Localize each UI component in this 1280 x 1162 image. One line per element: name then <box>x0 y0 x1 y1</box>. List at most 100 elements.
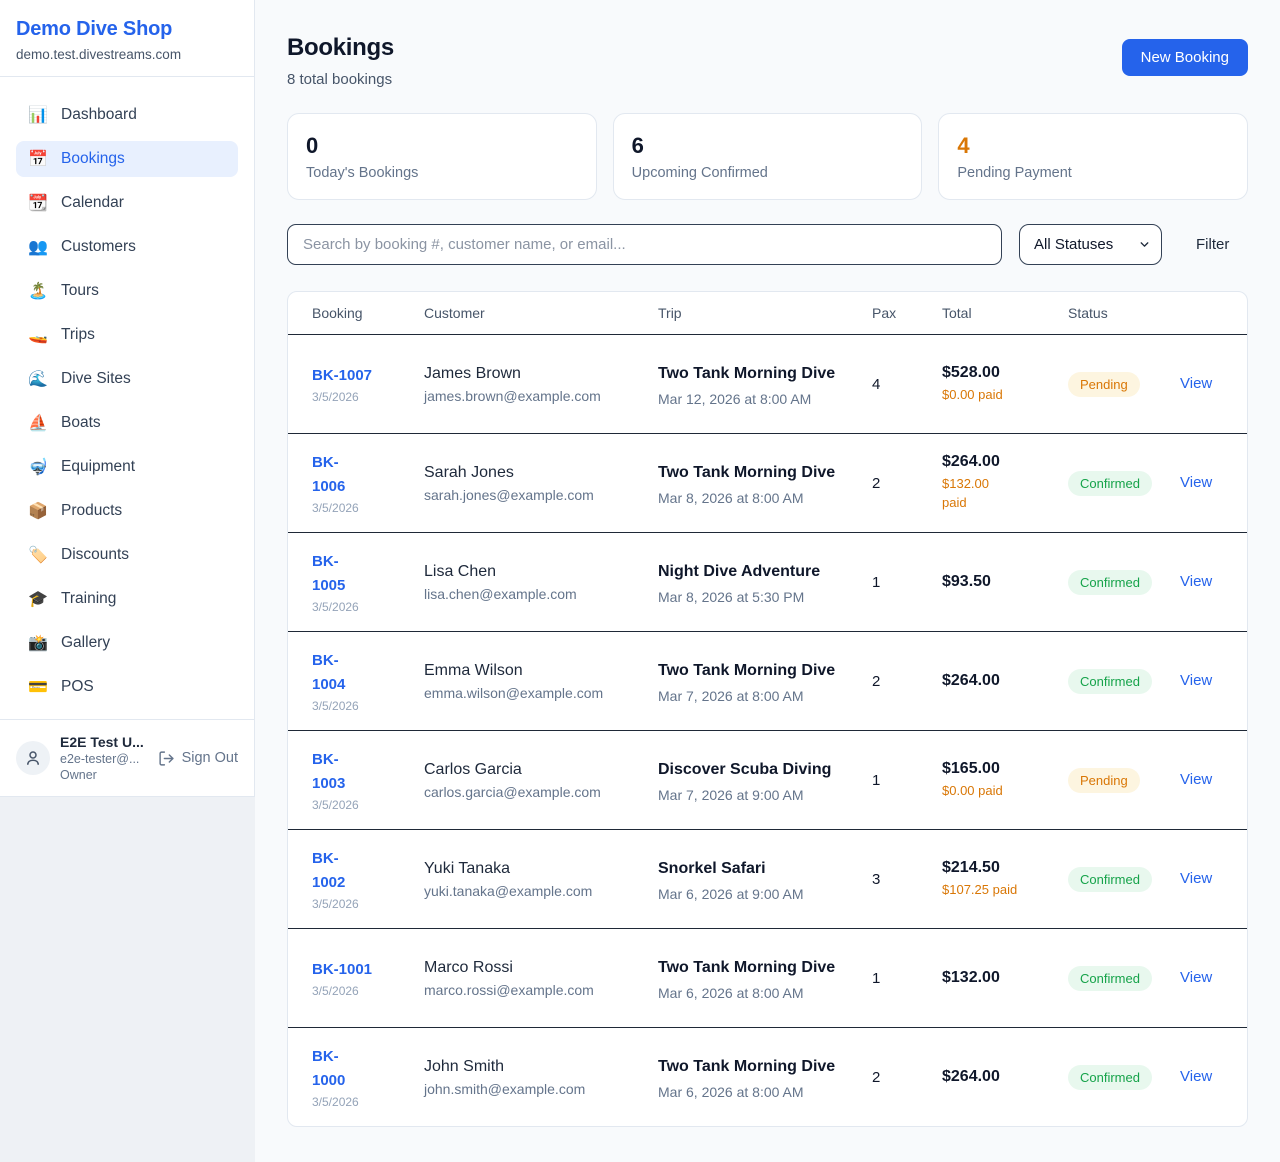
sidebar-item-discounts[interactable]: 🏷️ Discounts <box>16 537 238 573</box>
user-name: E2E Test U... <box>60 734 144 750</box>
view-cell: View <box>1180 771 1223 789</box>
booking-date: 3/5/2026 <box>312 390 359 405</box>
stat-value: 4 <box>957 133 970 158</box>
sidebar-item-trips[interactable]: 🚤 Trips <box>16 317 238 353</box>
sidebar-item-products[interactable]: 📦 Products <box>16 493 238 529</box>
booking-cell: BK-1007 3/5/2026 <box>312 364 424 404</box>
stat-label: Upcoming Confirmed <box>631 165 768 181</box>
sidebar-item-label: Dive Sites <box>61 370 131 387</box>
status-cell: Confirmed <box>1068 965 1180 991</box>
credit-card-icon: 💳 <box>28 679 48 696</box>
customer-email: john.smith@example.com <box>424 1080 586 1097</box>
sidebar-item-boats[interactable]: ⛵ Boats <box>16 405 238 441</box>
total-cell: $528.00 $0.00 paid <box>942 364 1068 405</box>
paid-amount: $0.00 paid <box>942 386 1003 402</box>
stats-row: 0 Today's Bookings 6 Upcoming Confirmed 4 Pen… <box>287 113 1249 200</box>
view-link[interactable]: View <box>1180 1068 1213 1085</box>
sidebar-item-label: Gallery <box>61 634 111 651</box>
view-link[interactable]: View <box>1180 969 1213 986</box>
view-link[interactable]: View <box>1180 474 1213 491</box>
total-cell: $93.50 <box>942 573 1068 591</box>
view-link[interactable]: View <box>1180 771 1213 788</box>
sidebar-item-training[interactable]: 🎓 Training <box>16 581 238 617</box>
booking-date: 3/5/2026 <box>312 698 359 713</box>
sidebar-item-equipment[interactable]: 🤿 Equipment <box>16 449 238 485</box>
customer-email: james.brown@example.com <box>424 387 601 404</box>
tear-calendar-icon: 📆 <box>28 195 48 212</box>
column-header-status: Status <box>1068 305 1108 321</box>
paid-amount: $0.00 paid <box>942 782 1003 798</box>
user-role: Owner <box>60 768 97 782</box>
table-row: BK- 1003 3/5/2026 Carlos Garcia carlos.garc… <box>288 730 1247 829</box>
status-cell: Confirmed <box>1068 1064 1180 1090</box>
booking-id-link[interactable]: BK- 1003 <box>312 751 346 792</box>
sidebar-item-label: Tours <box>61 282 99 299</box>
search-input[interactable] <box>287 224 1002 265</box>
trip-cell: Night Dive Adventure Mar 8, 2026 at 5:30 … <box>658 560 872 605</box>
trip-cell: Two Tank Morning Dive Mar 8, 2026 at 8:00… <box>658 461 872 506</box>
column-header-customer: Customer <box>424 305 485 321</box>
booking-id-link[interactable]: BK- 1005 <box>312 553 346 594</box>
sidebar-item-calendar[interactable]: 📆 Calendar <box>16 185 238 221</box>
diving-mask-icon: 🤿 <box>28 459 48 476</box>
sign-out-button[interactable]: Sign Out <box>158 750 238 767</box>
sidebar-item-label: Discounts <box>61 546 130 563</box>
total-cell: $264.00 <box>942 672 1068 690</box>
sidebar-item-label: Customers <box>61 238 136 255</box>
stat-card-0: 0 Today's Bookings <box>287 113 597 200</box>
stat-card-2: 4 Pending Payment <box>938 113 1249 200</box>
sidebar-column: Demo Dive Shop demo.test.divestreams.com… <box>0 0 255 1162</box>
customer-name: Yuki Tanaka <box>424 859 510 877</box>
status-badge: Pending <box>1068 767 1140 793</box>
pax-count: 2 <box>872 672 881 690</box>
booking-id-link[interactable]: BK-1001 <box>312 960 373 978</box>
booking-id-link[interactable]: BK- 1004 <box>312 652 346 693</box>
sidebar-item-label: Trips <box>61 326 95 343</box>
speedboat-icon: 🚤 <box>28 327 48 344</box>
booking-id-link[interactable]: BK- 1000 <box>312 1048 346 1089</box>
sidebar-item-dashboard[interactable]: 📊 Dashboard <box>16 97 238 133</box>
table-row: BK-1007 3/5/2026 James Brown james.brown@ex… <box>288 334 1247 433</box>
new-booking-button[interactable]: New Booking <box>1121 39 1248 76</box>
sidebar-item-bookings[interactable]: 📅 Bookings <box>16 141 238 177</box>
shop-name: Demo Dive Shop <box>16 18 173 40</box>
total-cell: $264.00 <box>942 1068 1068 1086</box>
bar-chart-icon: 📊 <box>28 107 48 124</box>
booking-date: 3/5/2026 <box>312 797 359 812</box>
sidebar-item-pos[interactable]: 💳 POS <box>16 669 238 705</box>
filter-button[interactable]: Filter <box>1196 236 1230 253</box>
view-cell: View <box>1180 672 1223 690</box>
booking-id-link[interactable]: BK-1007 <box>312 366 373 384</box>
sailboat-icon: ⛵ <box>28 415 48 432</box>
customer-name: Sarah Jones <box>424 463 514 481</box>
trip-datetime: Mar 6, 2026 at 8:00 AM <box>658 984 804 1001</box>
view-link[interactable]: View <box>1180 375 1213 392</box>
sidebar-item-label: Bookings <box>61 150 125 167</box>
sidebar-item-dive-sites[interactable]: 🌊 Dive Sites <box>16 361 238 397</box>
trip-cell: Two Tank Morning Dive Mar 7, 2026 at 8:00… <box>658 659 872 704</box>
booking-id-link[interactable]: BK- 1002 <box>312 850 346 891</box>
customer-cell: John Smith john.smith@example.com <box>424 1058 658 1097</box>
booking-id-link[interactable]: BK- 1006 <box>312 454 346 495</box>
status-select[interactable]: All Statuses <box>1019 224 1162 265</box>
booking-date: 3/5/2026 <box>312 984 359 999</box>
view-link[interactable]: View <box>1180 573 1213 590</box>
calendar-icon: 📅 <box>28 151 48 168</box>
column-header-pax: Pax <box>872 305 897 321</box>
column-header-total: Total <box>942 305 972 321</box>
total-cell: $165.00 $0.00 paid <box>942 760 1068 801</box>
trip-datetime: Mar 8, 2026 at 5:30 PM <box>658 588 805 605</box>
total-cell: $264.00 $132.00 paid <box>942 453 1068 513</box>
view-link[interactable]: View <box>1180 870 1213 887</box>
sidebar-item-customers[interactable]: 👥 Customers <box>16 229 238 265</box>
stat-label: Today's Bookings <box>306 165 419 181</box>
table-body: BK-1007 3/5/2026 James Brown james.brown@ex… <box>288 334 1247 1126</box>
sidebar-item-gallery[interactable]: 📸 Gallery <box>16 625 238 661</box>
customer-name: Carlos Garcia <box>424 760 522 778</box>
status-badge: Confirmed <box>1068 1064 1152 1090</box>
booking-cell: BK- 1005 3/5/2026 <box>312 550 424 614</box>
pax-count: 1 <box>872 771 881 789</box>
sidebar-item-tours[interactable]: 🏝️ Tours <box>16 273 238 309</box>
view-link[interactable]: View <box>1180 672 1213 689</box>
